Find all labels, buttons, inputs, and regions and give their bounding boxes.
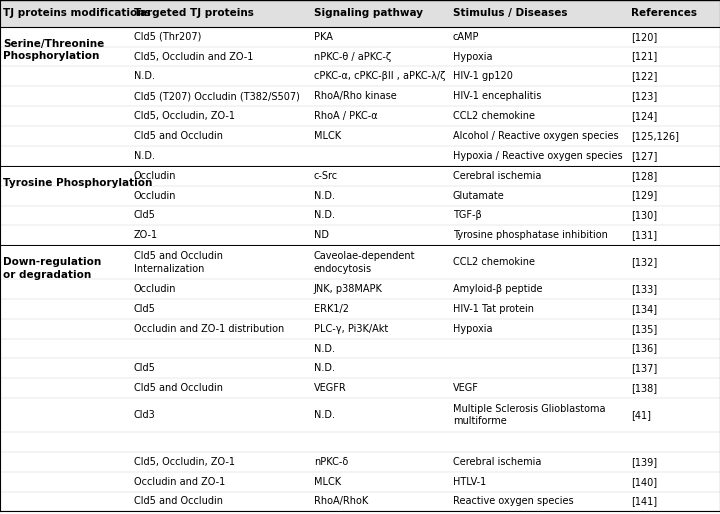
Text: nPKC-δ: nPKC-δ	[314, 457, 348, 467]
Text: Glutamate: Glutamate	[453, 191, 505, 200]
Text: Hypoxia / Reactive oxygen species: Hypoxia / Reactive oxygen species	[453, 151, 623, 161]
Text: Multiple Sclerosis Glioblastoma
multiforme: Multiple Sclerosis Glioblastoma multifor…	[453, 403, 606, 427]
Text: TJ proteins modifications: TJ proteins modifications	[3, 8, 150, 19]
Text: c-Src: c-Src	[314, 171, 338, 181]
Text: HTLV-1: HTLV-1	[453, 476, 486, 487]
Text: [128]: [128]	[631, 171, 657, 181]
Text: [138]: [138]	[631, 383, 657, 393]
Text: RhoA/Rho kinase: RhoA/Rho kinase	[314, 91, 397, 101]
Text: Occludin: Occludin	[134, 171, 176, 181]
Text: Cld5 and Occludin: Cld5 and Occludin	[134, 131, 223, 141]
Text: [123]: [123]	[631, 91, 657, 101]
Text: [124]: [124]	[631, 111, 657, 121]
Text: nPKC-θ / aPKC-ζ: nPKC-θ / aPKC-ζ	[314, 51, 391, 62]
Text: N.D.: N.D.	[314, 191, 335, 200]
Text: Cerebral ischemia: Cerebral ischemia	[453, 171, 541, 181]
Text: VEGFR: VEGFR	[314, 383, 346, 393]
Text: Occludin and ZO-1 distribution: Occludin and ZO-1 distribution	[134, 324, 284, 334]
Text: [121]: [121]	[631, 51, 657, 62]
Text: HIV-1 gp120: HIV-1 gp120	[453, 71, 513, 81]
Text: Cld5 (T207) Occludin (T382/S507): Cld5 (T207) Occludin (T382/S507)	[134, 91, 300, 101]
Text: cAMP: cAMP	[453, 32, 480, 42]
Text: JNK, p38MAPK: JNK, p38MAPK	[314, 284, 383, 294]
Text: ERK1/2: ERK1/2	[314, 304, 349, 314]
Text: Occludin: Occludin	[134, 191, 176, 200]
Text: [131]: [131]	[631, 230, 657, 241]
Text: N.D.: N.D.	[314, 410, 335, 420]
Text: N.D.: N.D.	[314, 343, 335, 354]
Text: HIV-1 Tat protein: HIV-1 Tat protein	[453, 304, 534, 314]
Text: Cld5, Occludin, ZO-1: Cld5, Occludin, ZO-1	[134, 457, 235, 467]
Text: [132]: [132]	[631, 257, 657, 267]
Text: Hypoxia: Hypoxia	[453, 324, 492, 334]
Text: ZO-1: ZO-1	[134, 230, 158, 241]
Text: [129]: [129]	[631, 191, 657, 200]
Text: Targeted TJ proteins: Targeted TJ proteins	[134, 8, 253, 19]
Text: N.D.: N.D.	[134, 71, 155, 81]
Text: [125,126]: [125,126]	[631, 131, 679, 141]
Text: Cld3: Cld3	[134, 410, 156, 420]
Text: Cld5, Occludin, ZO-1: Cld5, Occludin, ZO-1	[134, 111, 235, 121]
Text: Tyrosine Phosphorylation: Tyrosine Phosphorylation	[3, 178, 152, 188]
Text: Hypoxia: Hypoxia	[453, 51, 492, 62]
Text: N.D.: N.D.	[134, 151, 155, 161]
Text: PKA: PKA	[314, 32, 333, 42]
Text: [137]: [137]	[631, 363, 657, 373]
Text: MLCK: MLCK	[314, 131, 341, 141]
Text: Reactive oxygen species: Reactive oxygen species	[453, 497, 574, 506]
Text: Caveolae-dependent
endocytosis: Caveolae-dependent endocytosis	[314, 251, 415, 273]
Text: Cerebral ischemia: Cerebral ischemia	[453, 457, 541, 467]
Text: [141]: [141]	[631, 497, 657, 506]
Text: Cld5: Cld5	[134, 304, 156, 314]
Text: Cld5 and Occludin: Cld5 and Occludin	[134, 383, 223, 393]
Text: Alcohol / Reactive oxygen species: Alcohol / Reactive oxygen species	[453, 131, 618, 141]
Text: References: References	[631, 8, 697, 19]
Text: Tyrosine phosphatase inhibition: Tyrosine phosphatase inhibition	[453, 230, 608, 241]
Text: [134]: [134]	[631, 304, 657, 314]
Text: [139]: [139]	[631, 457, 657, 467]
Text: TGF-β: TGF-β	[453, 210, 482, 221]
Text: CCL2 chemokine: CCL2 chemokine	[453, 111, 535, 121]
Text: [127]: [127]	[631, 151, 657, 161]
Text: RhoA / PKC-α: RhoA / PKC-α	[314, 111, 377, 121]
Text: CCL2 chemokine: CCL2 chemokine	[453, 257, 535, 267]
Text: cPKC-α, cPKC-βII , aPKC-λ/ζ: cPKC-α, cPKC-βII , aPKC-λ/ζ	[314, 71, 445, 81]
Text: Down-regulation
or degradation: Down-regulation or degradation	[3, 257, 101, 280]
Text: HIV-1 encephalitis: HIV-1 encephalitis	[453, 91, 541, 101]
Text: PLC-γ, Pi3K/Akt: PLC-γ, Pi3K/Akt	[314, 324, 388, 334]
Text: [122]: [122]	[631, 71, 657, 81]
Bar	[0, 0, 720, 27]
Text: Cld5: Cld5	[134, 363, 156, 373]
Text: MLCK: MLCK	[314, 476, 341, 487]
Text: [120]: [120]	[631, 32, 657, 42]
Text: Occludin and ZO-1: Occludin and ZO-1	[134, 476, 225, 487]
Text: Amyloid-β peptide: Amyloid-β peptide	[453, 284, 542, 294]
Text: RhoA/RhoK: RhoA/RhoK	[314, 497, 368, 506]
Text: N.D.: N.D.	[314, 363, 335, 373]
Text: Serine/Threonine
Phosphorylation: Serine/Threonine Phosphorylation	[3, 39, 104, 61]
Text: Occludin: Occludin	[134, 284, 176, 294]
Text: Cld5 and Occludin
Internalization: Cld5 and Occludin Internalization	[134, 251, 223, 273]
Text: Cld5, Occludin and ZO-1: Cld5, Occludin and ZO-1	[134, 51, 253, 62]
Text: VEGF: VEGF	[453, 383, 479, 393]
Text: Stimulus / Diseases: Stimulus / Diseases	[453, 8, 567, 19]
Text: Cld5: Cld5	[134, 210, 156, 221]
Text: Cld5 (Thr207): Cld5 (Thr207)	[134, 32, 202, 42]
Text: [133]: [133]	[631, 284, 657, 294]
Text: [136]: [136]	[631, 343, 657, 354]
Text: [135]: [135]	[631, 324, 657, 334]
Text: [41]: [41]	[631, 410, 651, 420]
Text: N.D.: N.D.	[314, 210, 335, 221]
Text: Cld5 and Occludin: Cld5 and Occludin	[134, 497, 223, 506]
Text: [130]: [130]	[631, 210, 657, 221]
Text: ND: ND	[314, 230, 329, 241]
Text: [140]: [140]	[631, 476, 657, 487]
Text: Signaling pathway: Signaling pathway	[314, 8, 423, 19]
